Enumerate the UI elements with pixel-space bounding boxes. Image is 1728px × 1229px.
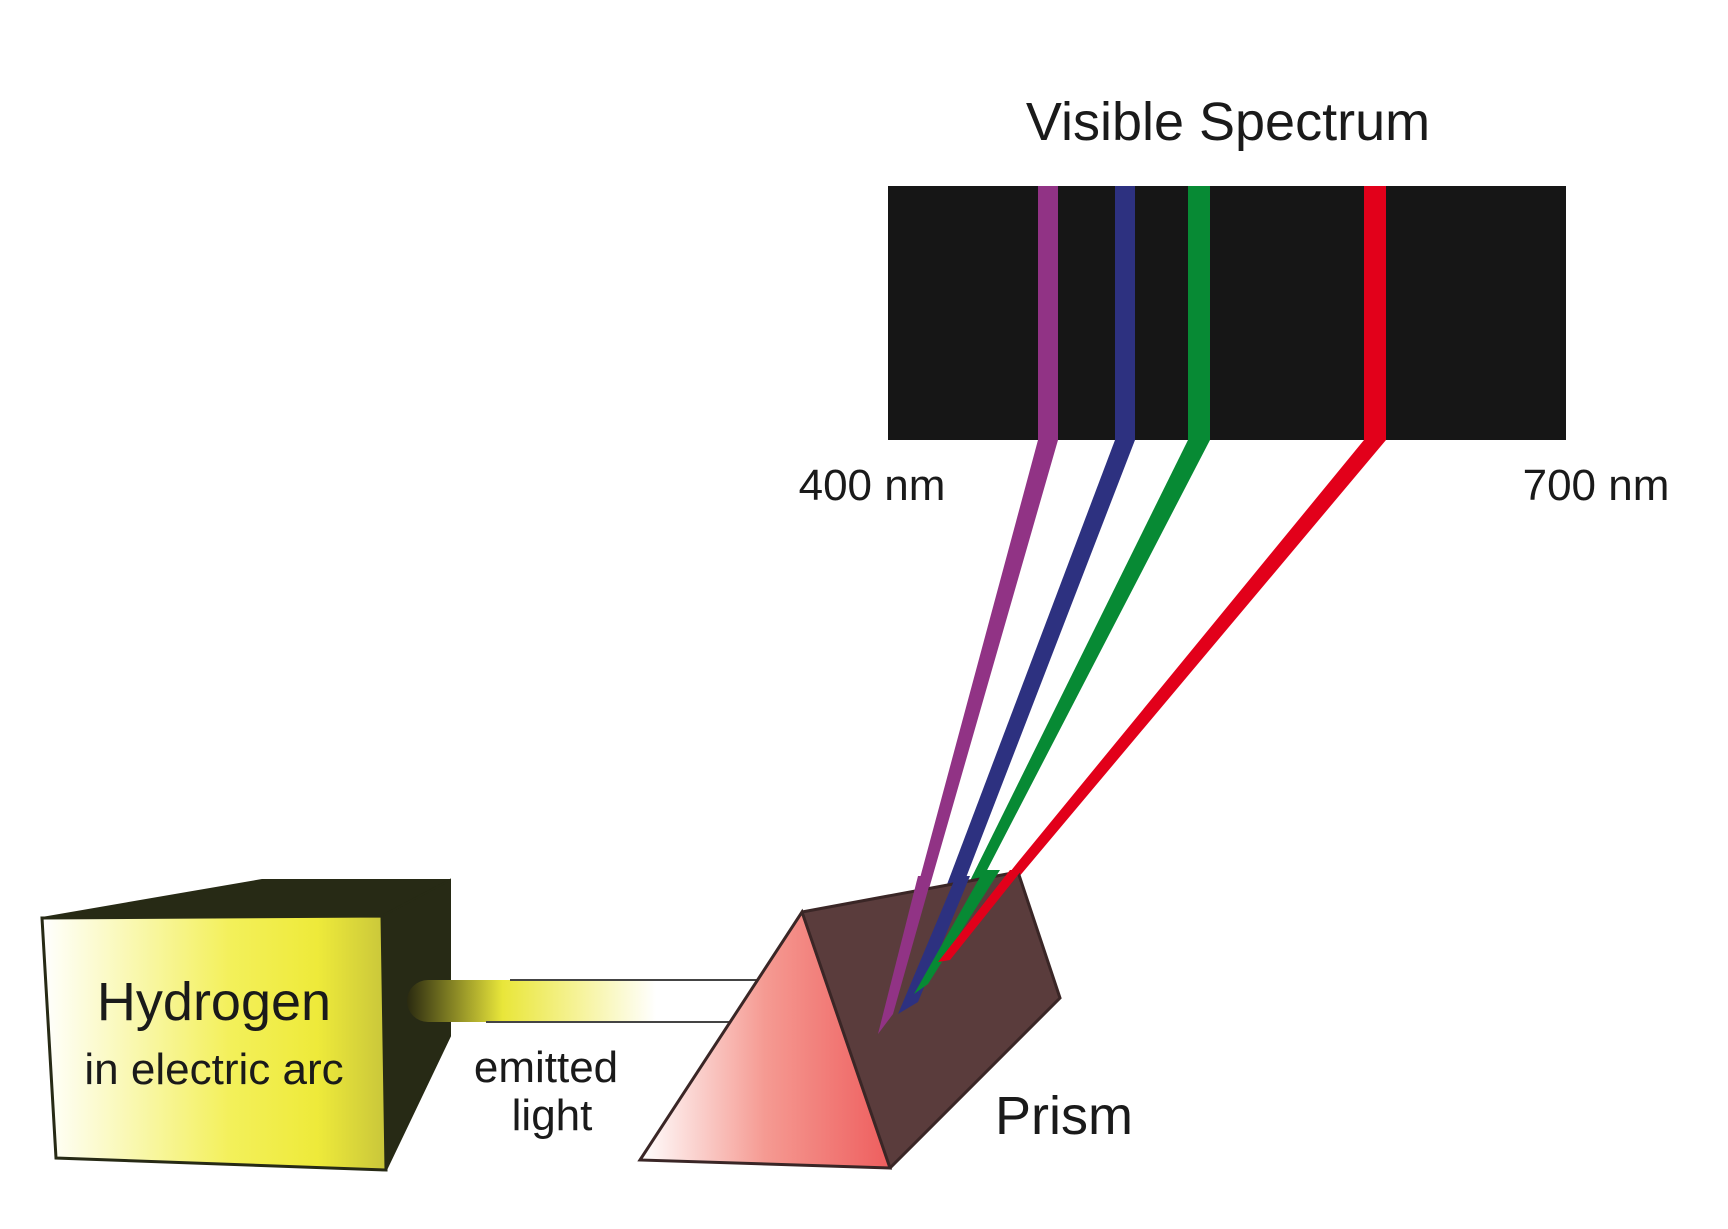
red-spectral-line <box>1364 186 1386 440</box>
red-ray-overlay <box>938 870 1022 962</box>
source-label-line1: Hydrogen <box>97 972 331 1032</box>
rays-over-prism <box>878 870 1022 1034</box>
blue-ray-overlay <box>898 876 970 1014</box>
violet-spectral-line <box>1038 186 1058 440</box>
green-ray-overlay <box>914 870 1000 994</box>
source-side-face <box>380 878 451 1171</box>
prism-label: Prism <box>995 1086 1133 1146</box>
beam-label-line1: emitted <box>474 1043 618 1092</box>
label-400nm: 400 nm <box>799 461 946 510</box>
blue-spectral-line <box>1115 186 1135 440</box>
prism-outline <box>801 870 1062 1170</box>
violet-ray-overlay <box>878 876 932 1034</box>
spectrum-title: Visible Spectrum <box>1026 92 1430 152</box>
beam-label-line2: light <box>512 1091 593 1140</box>
label-700nm: 700 nm <box>1523 461 1670 510</box>
source-front-face <box>40 914 388 1172</box>
hydrogen-source-box <box>40 878 451 1172</box>
beam-body <box>407 980 790 1022</box>
prism-front-face <box>637 908 893 1170</box>
green-spectral-line <box>1188 186 1210 440</box>
source-label-line2: in electric arc <box>84 1045 343 1094</box>
red-ray <box>938 440 1386 962</box>
spectrum-screen <box>888 186 1566 440</box>
green-ray <box>914 440 1210 994</box>
blue-ray <box>898 440 1135 1014</box>
